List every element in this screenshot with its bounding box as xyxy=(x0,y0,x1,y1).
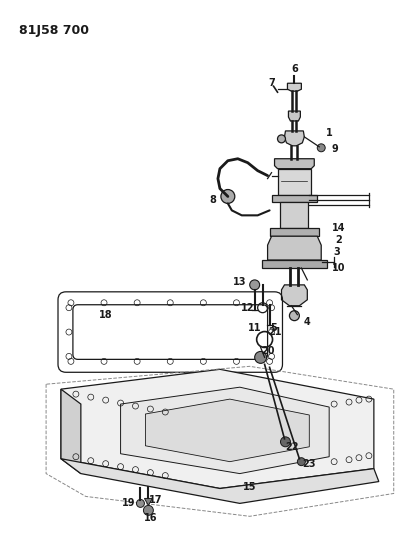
Circle shape xyxy=(255,351,267,364)
Circle shape xyxy=(143,505,153,515)
Text: 21: 21 xyxy=(268,327,281,336)
Text: 5: 5 xyxy=(270,322,277,333)
Polygon shape xyxy=(61,369,374,489)
Polygon shape xyxy=(285,131,304,146)
Polygon shape xyxy=(268,236,321,260)
Text: 3: 3 xyxy=(334,247,340,257)
Polygon shape xyxy=(145,399,309,462)
Polygon shape xyxy=(288,111,300,121)
Polygon shape xyxy=(61,459,379,503)
Polygon shape xyxy=(272,196,317,203)
Text: 17: 17 xyxy=(149,495,162,505)
Text: 1: 1 xyxy=(326,128,332,138)
Text: 8: 8 xyxy=(209,196,216,205)
Text: 20: 20 xyxy=(261,346,274,357)
Polygon shape xyxy=(278,168,311,196)
Text: 19: 19 xyxy=(122,498,135,508)
Polygon shape xyxy=(121,387,329,474)
Text: 6: 6 xyxy=(291,64,298,74)
Text: 9: 9 xyxy=(332,144,339,154)
Text: 7: 7 xyxy=(268,78,275,88)
Polygon shape xyxy=(282,285,307,306)
Text: 12: 12 xyxy=(241,303,254,313)
Polygon shape xyxy=(61,389,81,474)
Circle shape xyxy=(278,135,285,143)
Polygon shape xyxy=(275,159,314,168)
Polygon shape xyxy=(270,228,319,236)
Circle shape xyxy=(317,144,325,152)
Text: 11: 11 xyxy=(248,322,261,333)
Circle shape xyxy=(250,280,260,290)
Text: 16: 16 xyxy=(144,513,157,523)
Text: 22: 22 xyxy=(286,442,299,452)
Circle shape xyxy=(297,458,305,466)
Circle shape xyxy=(221,190,235,204)
Text: 4: 4 xyxy=(304,317,311,327)
Circle shape xyxy=(280,437,290,447)
Polygon shape xyxy=(261,260,327,268)
Text: 14: 14 xyxy=(332,223,346,233)
Text: 10: 10 xyxy=(332,263,346,273)
Text: 15: 15 xyxy=(243,481,256,491)
Circle shape xyxy=(290,311,299,321)
Text: 81J58 700: 81J58 700 xyxy=(19,23,89,37)
Text: 2: 2 xyxy=(336,235,342,245)
Polygon shape xyxy=(280,203,309,228)
Text: 23: 23 xyxy=(303,459,316,469)
Text: 18: 18 xyxy=(99,310,112,320)
Polygon shape xyxy=(145,498,152,505)
Polygon shape xyxy=(287,83,301,91)
Circle shape xyxy=(136,499,145,507)
Text: 13: 13 xyxy=(233,277,247,287)
